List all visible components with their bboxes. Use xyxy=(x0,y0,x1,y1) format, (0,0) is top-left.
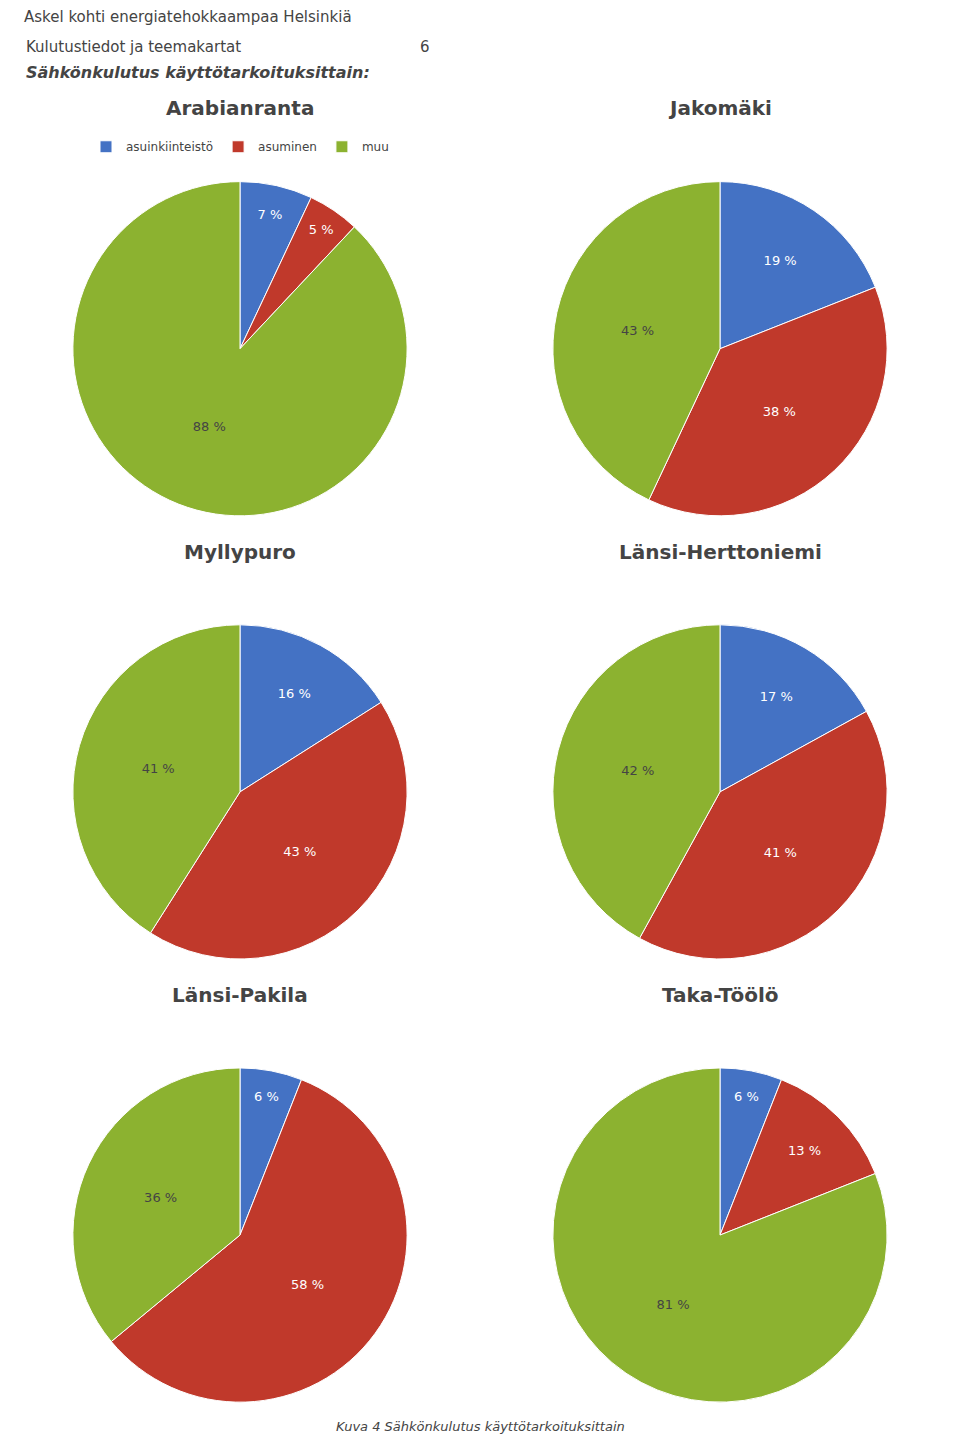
svg-text:Jakomäki: Jakomäki xyxy=(668,96,772,120)
svg-text:muu: muu xyxy=(362,140,389,154)
svg-text:6 %: 6 % xyxy=(254,1089,279,1104)
svg-text:Länsi-Herttoniemi: Länsi-Herttoniemi xyxy=(619,540,822,564)
svg-text:38 %: 38 % xyxy=(763,404,796,419)
svg-text:6: 6 xyxy=(420,38,430,56)
svg-text:81 %: 81 % xyxy=(657,1297,690,1312)
svg-text:Sähkönkulutus käyttötarkoituks: Sähkönkulutus käyttötarkoituksittain: xyxy=(26,63,370,82)
svg-text:7 %: 7 % xyxy=(258,207,283,222)
svg-text:41 %: 41 % xyxy=(764,845,797,860)
svg-text:asuinkiinteistö: asuinkiinteistö xyxy=(126,140,213,154)
svg-text:16 %: 16 % xyxy=(278,686,311,701)
svg-text:6 %: 6 % xyxy=(734,1089,759,1104)
svg-text:88 %: 88 % xyxy=(193,419,226,434)
svg-text:36 %: 36 % xyxy=(144,1190,177,1205)
svg-text:43 %: 43 % xyxy=(283,844,316,859)
svg-text:43 %: 43 % xyxy=(621,323,654,338)
svg-text:42 %: 42 % xyxy=(621,763,654,778)
svg-text:asuminen: asuminen xyxy=(258,140,317,154)
svg-text:Arabianranta: Arabianranta xyxy=(166,96,314,120)
svg-text:13 %: 13 % xyxy=(788,1143,821,1158)
svg-text:5 %: 5 % xyxy=(309,222,334,237)
svg-text:Myllypuro: Myllypuro xyxy=(184,540,296,564)
svg-text:Taka-Töölö: Taka-Töölö xyxy=(662,983,779,1007)
svg-text:58 %: 58 % xyxy=(291,1277,324,1292)
svg-text:Kuva 4 Sähkönkulutus käyttötar: Kuva 4 Sähkönkulutus käyttötarkoituksitt… xyxy=(336,1419,625,1434)
svg-text:41 %: 41 % xyxy=(142,761,175,776)
svg-text:19 %: 19 % xyxy=(764,253,797,268)
svg-text:Askel kohti energiatehokkaampa: Askel kohti energiatehokkaampaa Helsinki… xyxy=(24,8,352,26)
svg-text:Länsi-Pakila: Länsi-Pakila xyxy=(172,983,308,1007)
svg-text:Kulutustiedot ja teemakartat: Kulutustiedot ja teemakartat xyxy=(26,38,241,56)
svg-text:17 %: 17 % xyxy=(760,689,793,704)
